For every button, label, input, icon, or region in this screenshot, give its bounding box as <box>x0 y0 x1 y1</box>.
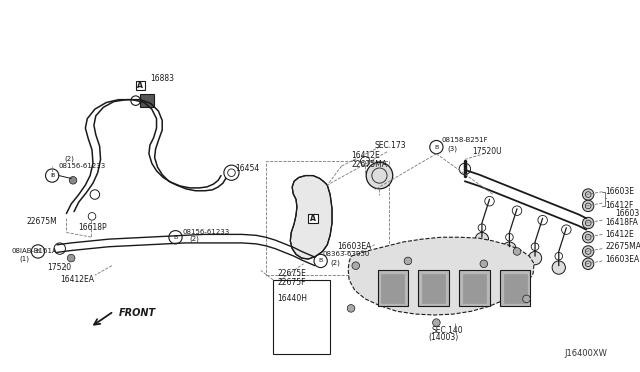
Text: J16400XW: J16400XW <box>564 349 607 358</box>
Text: 08158-B251F: 08158-B251F <box>441 138 488 144</box>
Text: 16618P: 16618P <box>78 223 106 232</box>
Circle shape <box>352 262 360 269</box>
Text: (2): (2) <box>65 155 74 162</box>
Text: B: B <box>36 249 40 254</box>
Circle shape <box>476 232 488 246</box>
Text: 16412E: 16412E <box>351 151 380 160</box>
Circle shape <box>314 254 327 267</box>
Bar <box>422 274 445 303</box>
Circle shape <box>503 242 516 255</box>
Text: 22675E: 22675E <box>277 269 306 278</box>
Text: 16412EA: 16412EA <box>60 275 94 285</box>
Bar <box>381 274 404 303</box>
Bar <box>504 274 527 303</box>
Bar <box>273 280 330 354</box>
Circle shape <box>348 305 355 312</box>
Text: 08363-63050: 08363-63050 <box>323 251 370 257</box>
Text: 08156-61233: 08156-61233 <box>182 228 229 234</box>
Circle shape <box>529 251 541 265</box>
Text: 22675MA: 22675MA <box>351 160 387 169</box>
Text: 17520U: 17520U <box>472 147 502 156</box>
Text: SEC.140: SEC.140 <box>431 326 463 335</box>
Polygon shape <box>291 176 332 259</box>
Text: A: A <box>310 214 316 223</box>
Circle shape <box>552 261 565 274</box>
Text: 16603: 16603 <box>615 209 639 218</box>
Circle shape <box>429 141 443 154</box>
Text: 16454: 16454 <box>236 164 259 173</box>
Bar <box>459 270 490 307</box>
Text: 22675MA: 22675MA <box>605 242 640 251</box>
Circle shape <box>513 248 521 255</box>
Text: 16603EA: 16603EA <box>605 254 639 263</box>
Text: (1): (1) <box>19 256 29 262</box>
Bar <box>266 161 389 275</box>
Circle shape <box>582 231 594 243</box>
Bar <box>419 270 449 307</box>
Text: 22675F: 22675F <box>277 278 305 287</box>
Bar <box>378 270 408 307</box>
Text: B: B <box>319 259 323 263</box>
Bar <box>308 214 318 222</box>
Circle shape <box>433 319 440 326</box>
Circle shape <box>67 254 75 262</box>
Text: 16603EA: 16603EA <box>337 242 371 251</box>
Circle shape <box>582 217 594 229</box>
Text: 08156-61233: 08156-61233 <box>59 163 106 169</box>
Text: B: B <box>173 235 178 240</box>
Text: A: A <box>138 81 143 90</box>
Text: FRONT: FRONT <box>118 308 156 318</box>
Text: (2): (2) <box>330 260 340 266</box>
Bar <box>136 81 145 90</box>
Text: 22675M: 22675M <box>27 217 58 225</box>
Circle shape <box>582 246 594 257</box>
Text: (14003): (14003) <box>429 333 459 342</box>
Text: (3): (3) <box>448 146 458 152</box>
Text: 08IAB-B161A: 08IAB-B161A <box>12 248 57 254</box>
Text: 16412E: 16412E <box>605 230 634 239</box>
Circle shape <box>582 189 594 200</box>
Text: B: B <box>435 145 438 150</box>
Text: B: B <box>50 173 54 178</box>
Circle shape <box>582 258 594 269</box>
Text: 16603E: 16603E <box>605 187 634 196</box>
Text: (2): (2) <box>189 236 200 243</box>
Text: 16412F: 16412F <box>605 201 634 211</box>
Polygon shape <box>348 237 534 315</box>
Text: SEC.173: SEC.173 <box>374 141 406 150</box>
Bar <box>500 270 531 307</box>
Circle shape <box>45 169 59 182</box>
Circle shape <box>480 260 488 267</box>
Circle shape <box>404 257 412 265</box>
Bar <box>140 94 154 107</box>
Circle shape <box>523 295 531 303</box>
Bar <box>463 274 486 303</box>
Circle shape <box>69 176 77 184</box>
Text: 16440H: 16440H <box>277 294 307 304</box>
Text: 16883: 16883 <box>150 74 174 83</box>
Circle shape <box>31 245 45 258</box>
Text: 17520: 17520 <box>47 263 72 272</box>
Circle shape <box>169 231 182 244</box>
Circle shape <box>366 162 393 189</box>
Circle shape <box>582 200 594 212</box>
Text: 16418FA: 16418FA <box>605 218 638 228</box>
